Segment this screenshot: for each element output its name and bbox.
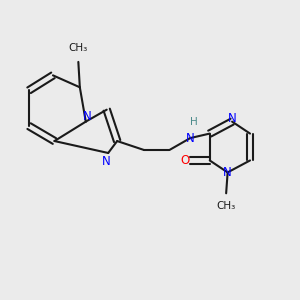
Text: O: O [180,154,190,167]
Text: N: N [186,132,195,145]
Text: CH₃: CH₃ [217,201,236,211]
Text: CH₃: CH₃ [69,43,88,53]
Text: N: N [83,110,92,123]
Text: N: N [228,112,236,124]
Text: N: N [223,166,232,179]
Text: H: H [190,117,198,127]
Text: N: N [102,155,111,168]
